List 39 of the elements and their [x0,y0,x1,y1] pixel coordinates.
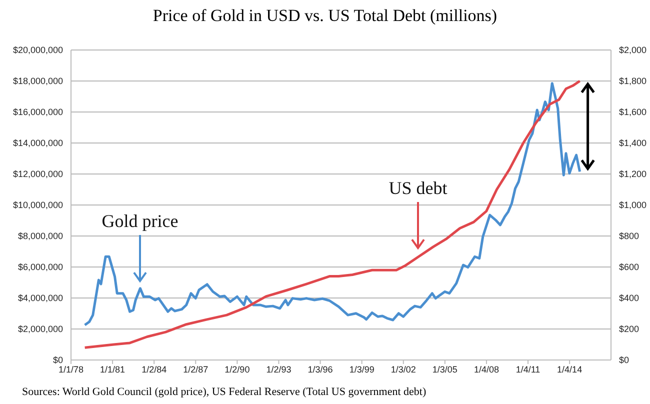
chart-title: Price of Gold in USD vs. US Total Debt (millions) [152,6,498,26]
x-tick-label: 1/1/81 [100,364,126,374]
x-tick-label: 1/3/99 [349,364,374,374]
y-tick-label: $6,000,000 [18,262,63,272]
y-tick-label: $14,000,000 [12,138,63,148]
y2-tick-label: $0 [619,355,630,366]
x-tick-label: 1/4/14 [557,364,582,374]
y2-tick-label: $1,800 [619,76,647,86]
y-tick-label: $4,000,000 [18,293,63,304]
x-tick-label: 1/3/02 [390,364,416,374]
y2-tick-label: $800 [619,231,640,242]
y2-tick-label: $1,400 [619,138,647,148]
source-note: Sources: World Gold Council (gold price), US Federal Reserve (Total US government debt) [22,386,426,398]
y-tick-label: $10,000,000 [12,200,63,210]
x-tick-label: 1/2/93 [266,364,292,374]
x-tick-label: 1/4/11 [516,364,540,374]
y2-tick-label: $2,000 [619,45,647,56]
annotation: US debt [388,178,448,198]
x-tick-label: 1/3/96 [308,364,333,374]
x-tick-label: 1/1/78 [58,364,84,374]
y-tick-label: $16,000,000 [12,107,63,118]
x-tick-label: 1/4/08 [474,364,499,374]
y2-tick-label: $1,600 [619,107,647,118]
y-tick-label: $0 [52,355,63,366]
y-tick-label: $2,000,000 [18,324,63,334]
x-tick-label: 1/2/90 [224,364,250,374]
y2-tick-label: $400 [619,293,640,304]
x-tick-label: 1/3/05 [432,364,458,374]
x-tick-label: 1/2/84 [142,364,167,374]
annotation: Gold price [102,211,178,231]
y2-tick-label: $1,000 [619,200,647,210]
y2-tick-label: $600 [619,262,640,272]
y-tick-label: $8,000,000 [18,231,63,242]
y-tick-label: $20,000,000 [12,45,63,56]
y2-tick-label: $200 [619,324,640,334]
y2-tick-label: $1,200 [619,169,647,180]
x-tick-label: 1/2/87 [183,364,208,374]
y-tick-label: $18,000,000 [12,76,63,86]
y-tick-label: $12,000,000 [12,169,63,180]
